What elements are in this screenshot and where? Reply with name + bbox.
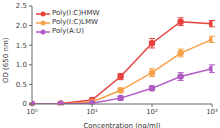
html-text:Poly(I:C)HMW: Poly(I:C)HMW	[52, 9, 100, 17]
svg-text:10³: 10³	[206, 108, 212, 116]
html-text:Poly(A:U): Poly(A:U)	[52, 27, 84, 35]
svg-text:1.0: 1.0	[16, 61, 27, 69]
svg-text:1.5: 1.5	[16, 42, 27, 50]
svg-text:0.5: 0.5	[16, 81, 27, 89]
svg-text:0: 0	[23, 100, 27, 108]
svg-text:10²: 10²	[146, 108, 158, 116]
svg-text:10¹: 10¹	[86, 108, 98, 116]
svg-text:OD (650 nm): OD (650 nm)	[8, 37, 10, 83]
svg-text:10⁰: 10⁰	[26, 108, 38, 116]
svg-text:2.0: 2.0	[16, 22, 27, 30]
svg-text:2.5: 2.5	[16, 2, 27, 10]
svg-text:Concentration (ng/ml): Concentration (ng/ml)	[83, 122, 160, 128]
html-text:Poly(I:C)LMW: Poly(I:C)LMW	[52, 18, 98, 26]
